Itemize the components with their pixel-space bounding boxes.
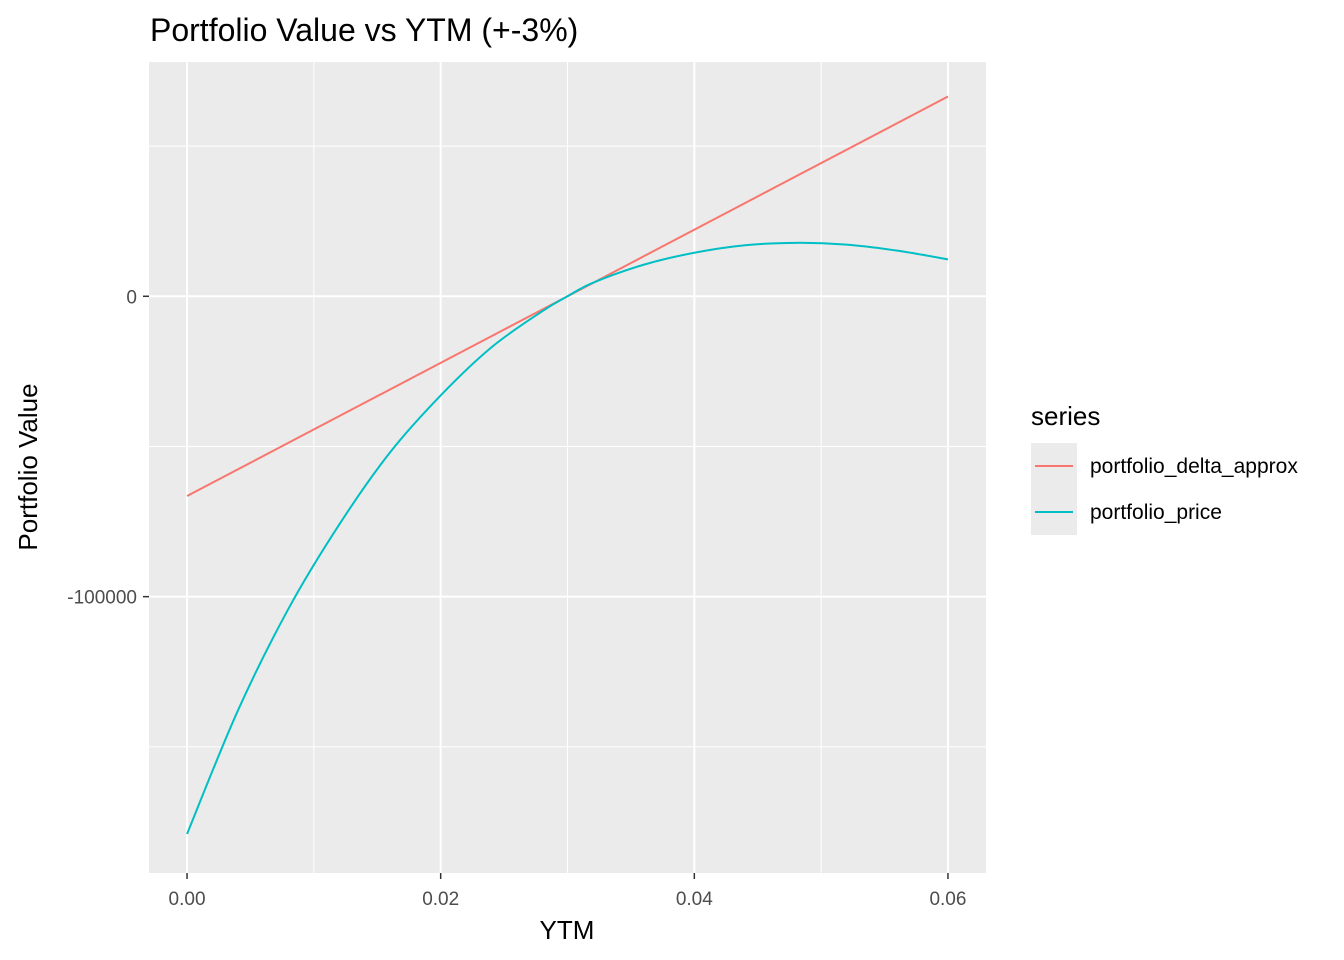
grid-minor xyxy=(149,62,986,873)
x-tick-label: 0.04 xyxy=(676,889,713,910)
series-line-portfolio_price xyxy=(186,241,949,835)
legend-items: portfolio_delta_approx portfolio_price xyxy=(1031,443,1298,535)
y-axis-label: Portfolio Value xyxy=(13,383,43,550)
chart-title: Portfolio Value vs YTM (+-3%) xyxy=(150,12,578,48)
y-axis-ticks: -100000 0 xyxy=(67,287,149,609)
series-layer xyxy=(186,95,949,835)
legend-title: series xyxy=(1031,401,1100,431)
y-tick-label: 0 xyxy=(126,287,137,308)
grid-major xyxy=(149,62,986,873)
y-tick-label: -100000 xyxy=(67,588,137,609)
x-tick-label: 0.06 xyxy=(929,889,966,910)
x-axis-ticks: 0.00 0.02 0.04 0.06 xyxy=(169,873,966,910)
x-axis-label: YTM xyxy=(540,915,595,945)
legend: series portfolio_delta_approx portfolio_p… xyxy=(1031,401,1298,535)
legend-label-portfolio_price: portfolio_price xyxy=(1090,501,1222,524)
legend-label-portfolio_delta_approx: portfolio_delta_approx xyxy=(1090,455,1298,478)
x-tick-label: 0.00 xyxy=(169,889,206,910)
x-tick-label: 0.02 xyxy=(422,889,459,910)
